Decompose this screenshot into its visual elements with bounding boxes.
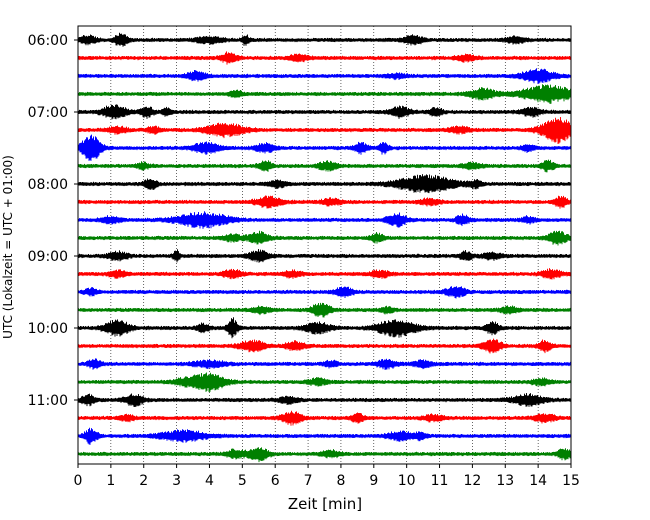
x-axis-ticks: 0 1 2 3 4 5 6 7 8 9 10 11 12 13 14 15	[74, 464, 580, 489]
x-tick-label: 8	[336, 473, 345, 489]
trace-group	[77, 32, 572, 463]
trace-0900	[77, 248, 572, 263]
trace-0600	[77, 32, 572, 47]
y-axis-ticks: 06:00 07:00 08:00 09:00 10:00 11:00	[28, 33, 78, 409]
trace-1145	[77, 447, 572, 463]
x-tick-label: 4	[205, 473, 214, 489]
x-tick-label: 9	[369, 473, 378, 489]
trace-0630	[77, 68, 572, 85]
y-axis-title: UTC (Lokalzeit = UTC + 01:00)	[1, 155, 15, 339]
x-tick-label: 10	[398, 473, 416, 489]
trace-1045	[77, 372, 572, 393]
x-tick-label: 15	[562, 473, 580, 489]
y-tick-label: 10:00	[28, 321, 68, 337]
trace-0745	[77, 159, 572, 173]
trace-1015	[77, 338, 572, 354]
y-tick-label: 06:00	[28, 33, 68, 49]
trace-0730	[77, 134, 572, 161]
plot-frame	[77, 25, 572, 465]
trace-1115	[77, 410, 572, 426]
x-tick-label: 6	[271, 473, 280, 489]
x-tick-label: 13	[496, 473, 514, 489]
trace-0700	[77, 104, 572, 120]
trace-0945	[77, 302, 572, 318]
y-tick-label: 07:00	[28, 105, 68, 121]
x-tick-label: 14	[529, 473, 547, 489]
trace-0800	[77, 174, 572, 194]
trace-0715	[77, 116, 572, 144]
trace-1100	[77, 393, 572, 408]
trace-0615	[77, 51, 572, 65]
trace-1130	[77, 427, 572, 445]
trace-0645	[77, 84, 572, 104]
x-tick-label: 3	[172, 473, 181, 489]
trace-0830	[77, 211, 572, 229]
x-axis-title: Zeit [min]	[288, 495, 362, 513]
trace-0845	[77, 230, 572, 246]
y-tick-label: 09:00	[28, 249, 68, 265]
y-tick-label: 11:00	[28, 393, 68, 409]
x-tick-label: 0	[74, 473, 83, 489]
x-tick-label: 5	[238, 473, 247, 489]
x-tick-label: 11	[431, 473, 449, 489]
trace-1000	[77, 317, 572, 339]
x-tick-label: 12	[463, 473, 481, 489]
trace-0915	[77, 268, 572, 280]
trace-0930	[77, 286, 572, 299]
x-tick-label: 7	[304, 473, 313, 489]
y-tick-label: 08:00	[28, 177, 68, 193]
trace-1030	[77, 358, 572, 370]
x-tick-label: 2	[139, 473, 148, 489]
x-tick-label: 1	[106, 473, 115, 489]
trace-0815	[77, 195, 572, 209]
